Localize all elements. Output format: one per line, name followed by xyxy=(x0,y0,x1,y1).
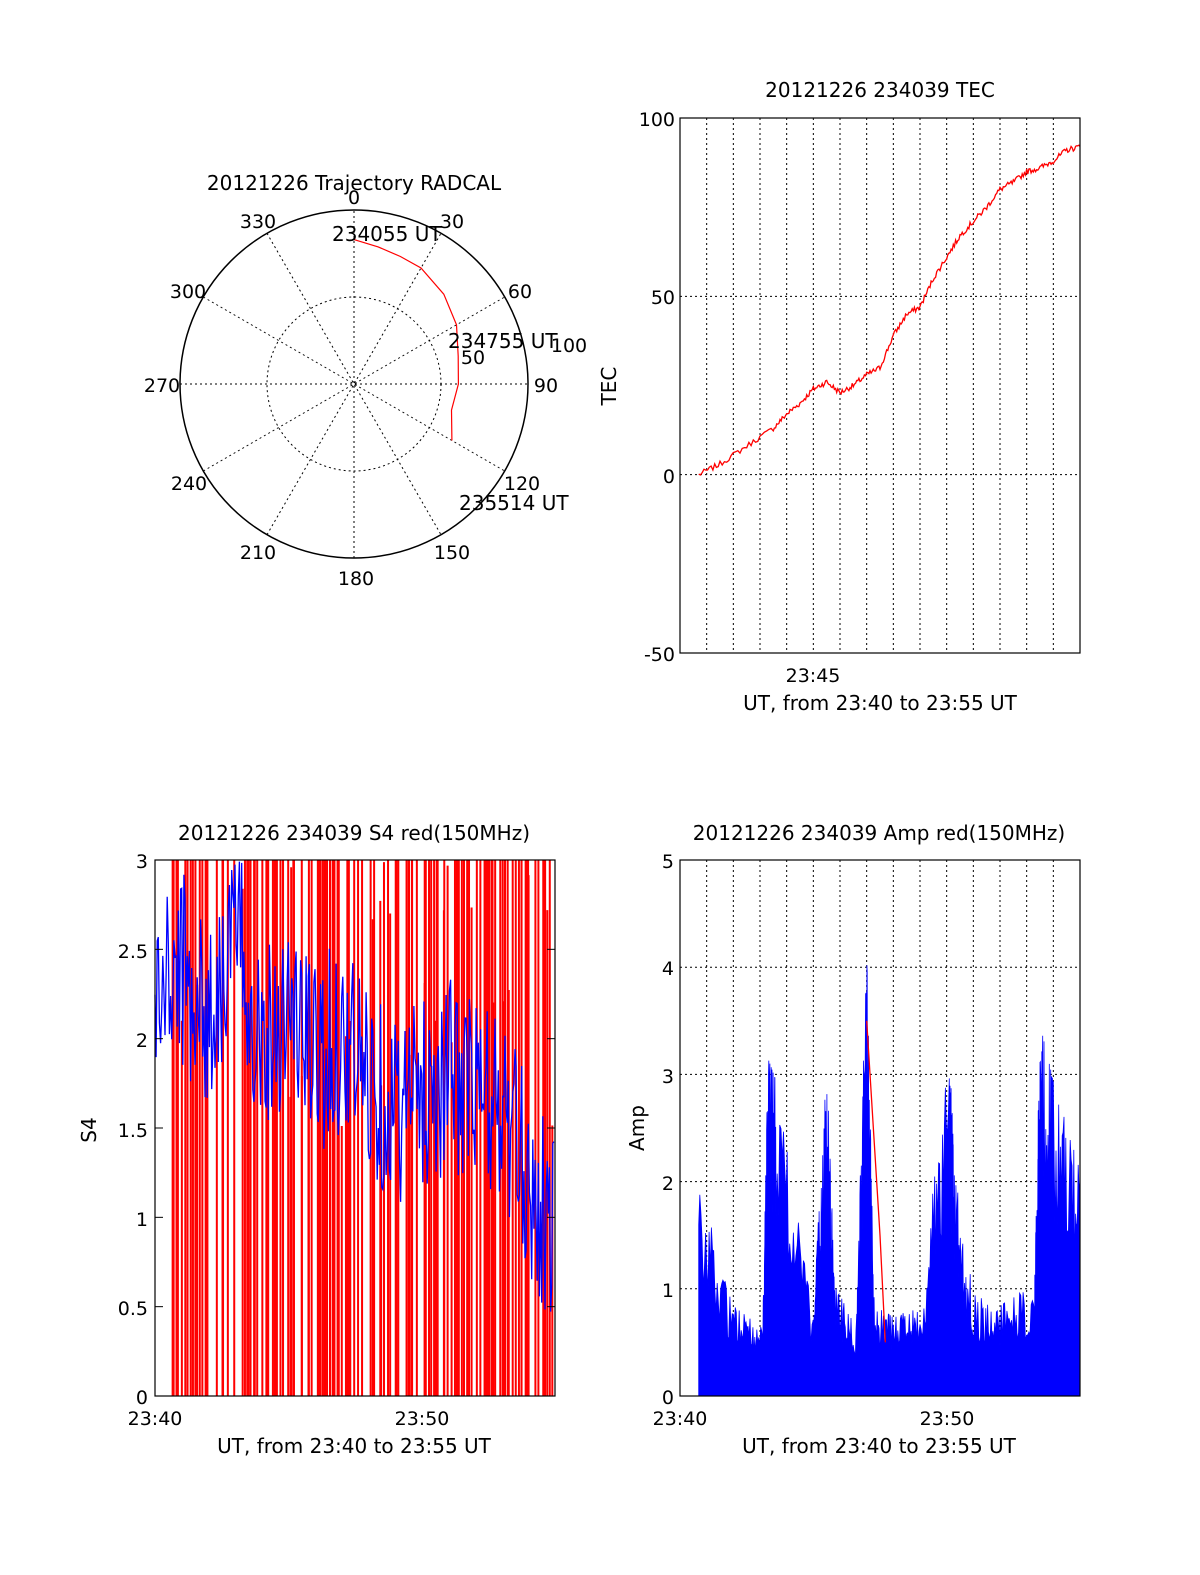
tec-ytick-100: 100 xyxy=(639,109,675,131)
tec-xlabel: UT, from 23:40 to 23:55 UT xyxy=(743,691,1018,715)
s4-xtick-2350: 23:50 xyxy=(395,1408,450,1430)
tec-ytick-50: 50 xyxy=(651,287,675,309)
polar-panel: 20121226 Trajectory RADCAL 0 30 60 90 12… xyxy=(144,171,587,590)
amp-ylabel: Amp xyxy=(625,1105,649,1151)
tec-ytick-0: 0 xyxy=(663,466,675,488)
azimuth-label-270: 270 xyxy=(144,375,180,397)
s4-ytick-2: 2 xyxy=(136,1030,148,1052)
s4-ytick-2_5: 2.5 xyxy=(118,941,148,963)
amp-xtick-2340: 23:40 xyxy=(653,1408,708,1430)
tec-xtick-2345: 23:45 xyxy=(786,665,841,687)
time-label-mid: 234755 UT xyxy=(448,329,558,353)
azimuth-label-90: 90 xyxy=(534,375,558,397)
tec-plot-frame xyxy=(679,117,1081,654)
s4-xlabel: UT, from 23:40 to 23:55 UT xyxy=(217,1434,492,1458)
amp-ytick-3: 3 xyxy=(662,1066,674,1088)
s4-title: 20121226 234039 S4 red(150MHz) xyxy=(178,821,530,845)
polar-grid xyxy=(180,210,528,558)
amp-title: 20121226 234039 Amp red(150MHz) xyxy=(693,821,1065,845)
amp-ytick-1: 1 xyxy=(662,1280,674,1302)
polar-spoke xyxy=(203,296,505,472)
azimuth-label-330: 330 xyxy=(240,211,276,233)
time-label-end: 235514 UT xyxy=(459,491,569,515)
polar-spoke xyxy=(266,233,442,535)
azimuth-label-210: 210 xyxy=(240,542,276,564)
tec-series-line xyxy=(698,144,1081,476)
amp-ytick-5: 5 xyxy=(662,851,674,873)
s4-ytick-3: 3 xyxy=(136,851,148,873)
tec-title: 20121226 234039 TEC xyxy=(765,78,995,102)
amp-panel: 20121226 234039 Amp red(150MHz) 5 4 3 2 … xyxy=(625,821,1081,1458)
amp-blue-series-fill xyxy=(698,965,1081,1397)
azimuth-label-0: 0 xyxy=(348,187,360,209)
s4-ytick-1: 1 xyxy=(136,1209,148,1231)
s4-ytick-0: 0 xyxy=(136,1387,148,1409)
azimuth-label-180: 180 xyxy=(338,568,374,590)
azimuth-label-150: 150 xyxy=(434,542,470,564)
amp-ytick-2: 2 xyxy=(662,1173,674,1195)
s4-ticks xyxy=(155,859,555,1397)
amp-plot-frame xyxy=(679,859,1081,1397)
polar-title: 20121226 Trajectory RADCAL xyxy=(207,171,502,195)
polar-inner-ring xyxy=(266,296,442,472)
amp-ytick-0: 0 xyxy=(662,1387,674,1409)
azimuth-label-240: 240 xyxy=(171,473,207,495)
time-label-start: 234055 UT xyxy=(332,222,442,246)
s4-ytick-0_5: 0.5 xyxy=(118,1298,148,1320)
amp-xlabel: UT, from 23:40 to 23:55 UT xyxy=(742,1434,1017,1458)
tec-ylabel: TEC xyxy=(597,367,621,407)
polar-spoke xyxy=(266,233,442,535)
amp-xtick-2350: 23:50 xyxy=(920,1408,975,1430)
tec-grid xyxy=(680,118,1080,653)
tec-panel: 20121226 234039 TEC 100 50 0 -50 23:45 U… xyxy=(597,78,1081,715)
polar-outer-ring xyxy=(179,209,529,559)
azimuth-label-300: 300 xyxy=(170,281,206,303)
azimuth-label-30: 30 xyxy=(440,211,464,233)
ring-label-100: 100 xyxy=(551,335,587,357)
polar-spoke xyxy=(203,296,505,472)
s4-panel: 20121226 234039 S4 red(150MHz) 3 2.5 2 1… xyxy=(77,821,556,1458)
azimuth-label-60: 60 xyxy=(508,281,532,303)
amp-ytick-4: 4 xyxy=(662,958,674,980)
polar-trajectory-line xyxy=(353,239,460,441)
s4-ylabel: S4 xyxy=(77,1117,101,1142)
amp-red-series-line xyxy=(866,1020,886,1343)
s4-xtick-2340: 23:40 xyxy=(128,1408,183,1430)
s4-blue-series-line xyxy=(154,861,555,1312)
azimuth-label-120: 120 xyxy=(504,473,540,495)
ring-label-50: 50 xyxy=(461,347,485,369)
tec-ytick-neg50: -50 xyxy=(644,644,675,666)
s4-ytick-1_5: 1.5 xyxy=(118,1120,148,1142)
